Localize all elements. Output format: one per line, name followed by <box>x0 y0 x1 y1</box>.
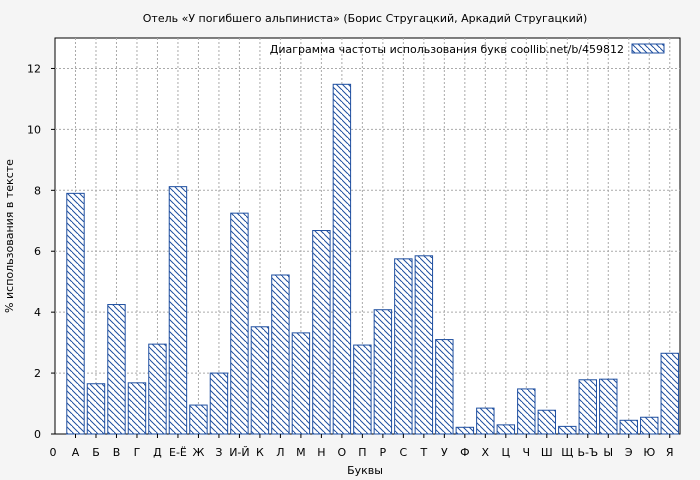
y-tick-label: 0 <box>34 428 41 441</box>
bar-Е-Ё <box>168 186 188 435</box>
x-tick-label: О <box>338 446 347 459</box>
y-tick-label: 2 <box>34 367 41 380</box>
x-tick-label: Ы <box>603 446 613 459</box>
bar-Э <box>619 419 638 435</box>
bar-Ю <box>640 416 659 435</box>
legend-swatch <box>631 43 665 54</box>
x-tick-label: У <box>441 446 448 459</box>
x-tick-label: Э <box>625 446 633 459</box>
bar-Ф <box>455 426 475 435</box>
x-tick-label: С <box>400 446 408 459</box>
bar-А <box>66 192 85 435</box>
x-tick-label: Ь-Ъ <box>577 446 598 459</box>
x-tick-label: И-Й <box>229 446 249 459</box>
bar-И-Й <box>230 212 249 435</box>
x-axis-label: Буквы <box>347 464 383 477</box>
x-axis-ticks: 0 А Б В Г Д Е-Ё Ж З И-Й К Л М Н О П Р С Т У Ф Х Ц Ч Ш Щ Ь-Ъ Ы Э Ю Я <box>50 434 674 459</box>
bar-Ц <box>496 424 516 435</box>
x-tick-label: Ц <box>502 446 511 459</box>
x-tick-label-origin: 0 <box>50 446 57 459</box>
x-tick-label: Ч <box>523 446 531 459</box>
bar-Ч <box>517 388 536 435</box>
bar-Ы <box>599 378 618 435</box>
bar-Щ <box>558 425 577 435</box>
bar-Д <box>148 343 167 435</box>
bar-В <box>107 304 126 435</box>
x-tick-label: Г <box>134 446 141 459</box>
y-tick-label: 6 <box>34 245 41 258</box>
bar-У <box>435 339 454 435</box>
bar-П <box>353 344 372 435</box>
bar-К <box>250 326 270 435</box>
x-tick-label: М <box>296 446 306 459</box>
x-tick-label: Т <box>419 446 427 459</box>
bar-Ж <box>189 404 208 435</box>
legend: Диаграмма частоты использования букв coo… <box>270 43 665 56</box>
x-tick-label: К <box>256 446 264 459</box>
bar-Л <box>271 274 290 435</box>
y-tick-label: 4 <box>34 306 41 319</box>
y-tick-label: 8 <box>34 184 41 197</box>
x-tick-label: Ю <box>643 446 655 459</box>
bar-Ш <box>537 409 557 435</box>
x-tick-label: Б <box>92 446 100 459</box>
x-tick-label: Ф <box>460 446 469 459</box>
bar-Т <box>414 255 434 435</box>
bar-Х <box>476 407 495 435</box>
y-axis-ticks: 0 2 4 6 8 10 12 <box>27 62 55 441</box>
x-tick-label: Е-Ё <box>169 446 187 459</box>
bar-О <box>332 83 352 435</box>
bar-series <box>66 83 679 435</box>
x-tick-label: П <box>358 446 366 459</box>
bar-С <box>394 258 413 435</box>
bar-Г <box>127 382 147 435</box>
bar-Я <box>660 352 679 435</box>
x-tick-label: З <box>215 446 222 459</box>
legend-label: Диаграмма частоты использования букв coo… <box>270 43 624 56</box>
bar-М <box>291 332 311 435</box>
x-tick-label: А <box>72 446 80 459</box>
x-tick-label: Ш <box>541 446 553 459</box>
y-tick-label: 12 <box>27 62 41 75</box>
x-tick-label: Щ <box>561 446 573 459</box>
x-tick-label: Р <box>380 446 387 459</box>
bar-Ь-Ъ <box>578 379 597 435</box>
x-tick-label: Я <box>666 446 674 459</box>
x-tick-label: Д <box>153 446 162 459</box>
bar-Р <box>373 309 393 435</box>
x-tick-label: Ж <box>193 446 205 459</box>
x-tick-label: Л <box>276 446 284 459</box>
x-tick-label: Х <box>482 446 490 459</box>
bar-З <box>209 372 229 435</box>
x-tick-label: Н <box>317 446 325 459</box>
bar-Б <box>86 383 106 435</box>
chart-title: Отель «У погибшего альпиниста» (Борис Ст… <box>142 12 588 25</box>
x-tick-label: В <box>113 446 121 459</box>
y-tick-label: 10 <box>27 123 41 136</box>
y-axis-label: % использования в тексте <box>3 159 16 313</box>
bar-Н <box>312 230 331 435</box>
